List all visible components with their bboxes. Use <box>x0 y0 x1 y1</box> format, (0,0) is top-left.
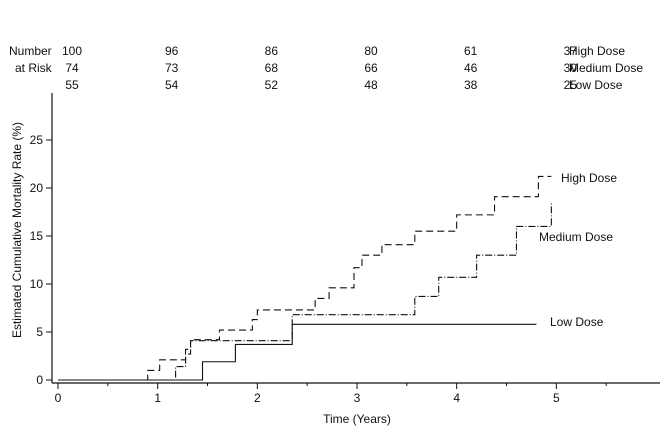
x-tick-label: 5 <box>553 391 560 405</box>
series-line-0 <box>58 175 552 381</box>
risk-row-label-2: at Risk <box>15 61 53 75</box>
y-axis-title: Estimated Cumulative Mortality Rate (%) <box>10 122 24 338</box>
risk-cell: 54 <box>165 78 179 92</box>
series-labels: High Dose Medium Dose Low Dose <box>539 171 617 329</box>
risk-cell: 46 <box>464 61 478 75</box>
x-tick-label: 0 <box>55 391 62 405</box>
risk-cell: 73 <box>165 61 179 75</box>
risk-cell: 100 <box>62 44 82 58</box>
y-tick-label: 15 <box>30 229 44 243</box>
risk-cell: 55 <box>65 78 79 92</box>
risk-cell: 96 <box>165 44 179 58</box>
risk-cell: 25 <box>564 78 578 92</box>
y-tick-label: 0 <box>36 373 43 387</box>
risk-row-series-label: Low Dose <box>569 78 623 92</box>
risk-cell: 48 <box>364 78 378 92</box>
x-ticks: 0 1 2 3 4 5 <box>55 383 607 405</box>
y-tick-label: 20 <box>30 181 44 195</box>
x-tick-label: 1 <box>154 391 161 405</box>
risk-row-series-label: High Dose <box>569 44 625 58</box>
series-line-2 <box>58 323 537 381</box>
risk-cell: 52 <box>265 78 279 92</box>
series-label-0: High Dose <box>561 171 617 185</box>
risk-row-series-label: Medium Dose <box>569 61 643 75</box>
y-ticks: 0 5 10 15 20 25 <box>30 133 52 387</box>
y-tick-label: 25 <box>30 133 44 147</box>
risk-cell: 86 <box>265 44 279 58</box>
x-tick-label: 4 <box>453 391 460 405</box>
y-tick-label: 10 <box>30 277 44 291</box>
x-tick-label: 2 <box>254 391 261 405</box>
risk-cell: 38 <box>464 78 478 92</box>
series-label-2: Low Dose <box>550 315 604 329</box>
risk-cell: 61 <box>464 44 478 58</box>
risk-cell: 68 <box>265 61 279 75</box>
risk-cell: 66 <box>364 61 378 75</box>
risk-cell: 37 <box>564 44 578 58</box>
risk-row-label-1: Number <box>9 44 52 58</box>
axes: 0 1 2 3 4 5 0 5 10 15 20 25 Time (Years) Estimated… <box>10 93 660 426</box>
series-line-1 <box>58 203 552 381</box>
series-lines <box>58 175 552 381</box>
risk-cell: 74 <box>65 61 79 75</box>
risk-cell: 80 <box>364 44 378 58</box>
series-label-1: Medium Dose <box>539 230 613 244</box>
x-axis-title: Time (Years) <box>323 412 391 426</box>
x-tick-label: 3 <box>354 391 361 405</box>
risk-cell: 30 <box>564 61 578 75</box>
y-tick-label: 5 <box>36 325 43 339</box>
